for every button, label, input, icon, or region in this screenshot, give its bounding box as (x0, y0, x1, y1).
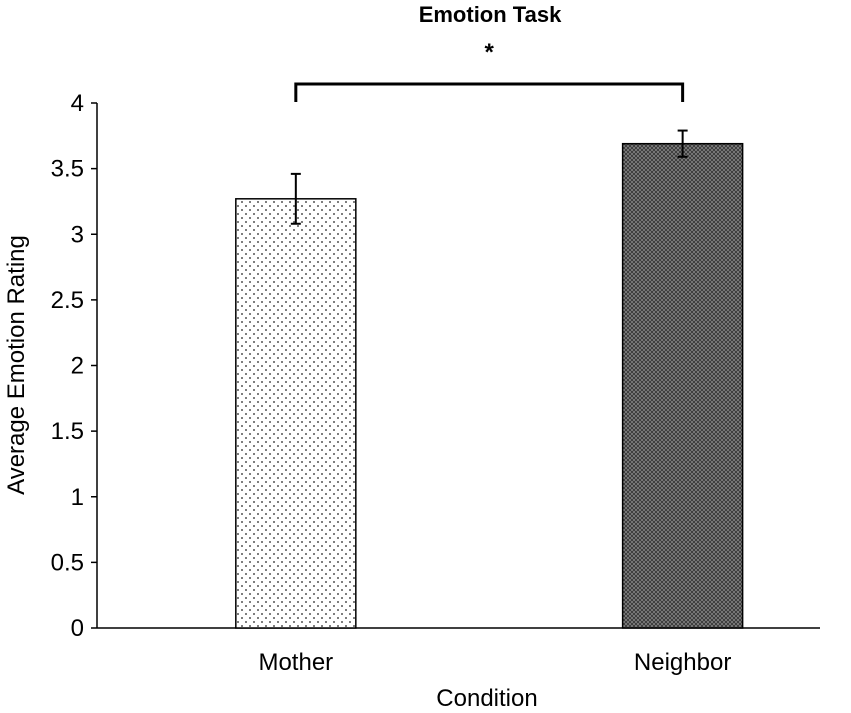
x-tick-label-mother: Mother (258, 649, 333, 676)
x-axis-label: Condition (436, 685, 537, 712)
y-tick-label: 2 (71, 353, 84, 380)
significance-bracket (294, 82, 685, 102)
y-tick-label: 1 (71, 484, 84, 511)
y-tick-label: 1.5 (51, 418, 84, 445)
y-tick-label: 0.5 (51, 549, 84, 576)
y-tick-label: 3.5 (51, 156, 84, 183)
y-tick-label: 4 (71, 90, 84, 117)
y-axis-label: Average Emotion Rating (3, 235, 30, 495)
bar-mother (235, 198, 357, 629)
bar-neighbor (621, 142, 744, 629)
y-tick-label: 2.5 (51, 287, 84, 314)
chart-title: Emotion Task (419, 2, 562, 27)
x-tick-label-neighbor: Neighbor (634, 649, 731, 676)
y-tick-label: 3 (71, 221, 84, 248)
y-tick-label: 0 (71, 615, 84, 642)
significance-marker: * (485, 39, 495, 66)
